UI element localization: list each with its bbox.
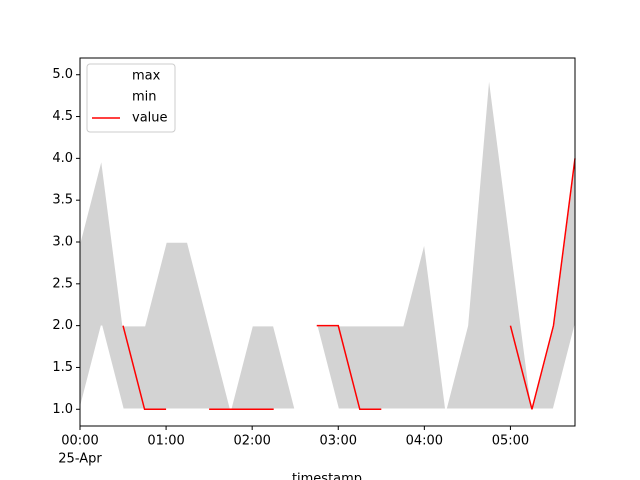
y-tick-label: 2.0	[52, 318, 73, 333]
y-tick-label: 5.0	[52, 67, 73, 82]
x-tick-label: 02:00	[233, 434, 270, 449]
x-axis-label: timestamp	[292, 472, 362, 480]
y-tick-label: 3.5	[52, 193, 73, 208]
y-tick-label: 1.0	[52, 402, 73, 417]
y-tick-label: 2.5	[52, 276, 73, 291]
legend-label: value	[132, 111, 168, 126]
x-tick-label: 01:00	[147, 434, 184, 449]
y-tick-label: 4.5	[52, 109, 73, 124]
legend-label: min	[132, 90, 157, 105]
legend-label: max	[132, 69, 161, 84]
x-date-label: 25-Apr	[58, 452, 102, 467]
x-tick-label: 04:00	[406, 434, 443, 449]
legend: max min value	[86, 63, 176, 133]
range-area	[80, 74, 575, 410]
series-line	[122, 158, 576, 411]
x-tick-label: 00:00	[61, 434, 98, 449]
y-tick-label: 3.0	[52, 235, 73, 250]
x-tick-label: 03:00	[320, 434, 357, 449]
x-tick-label: 05:00	[492, 434, 529, 449]
y-tick-label: 1.5	[52, 360, 73, 375]
y-tick-label: 4.0	[52, 151, 73, 166]
legend-box	[86, 63, 176, 133]
